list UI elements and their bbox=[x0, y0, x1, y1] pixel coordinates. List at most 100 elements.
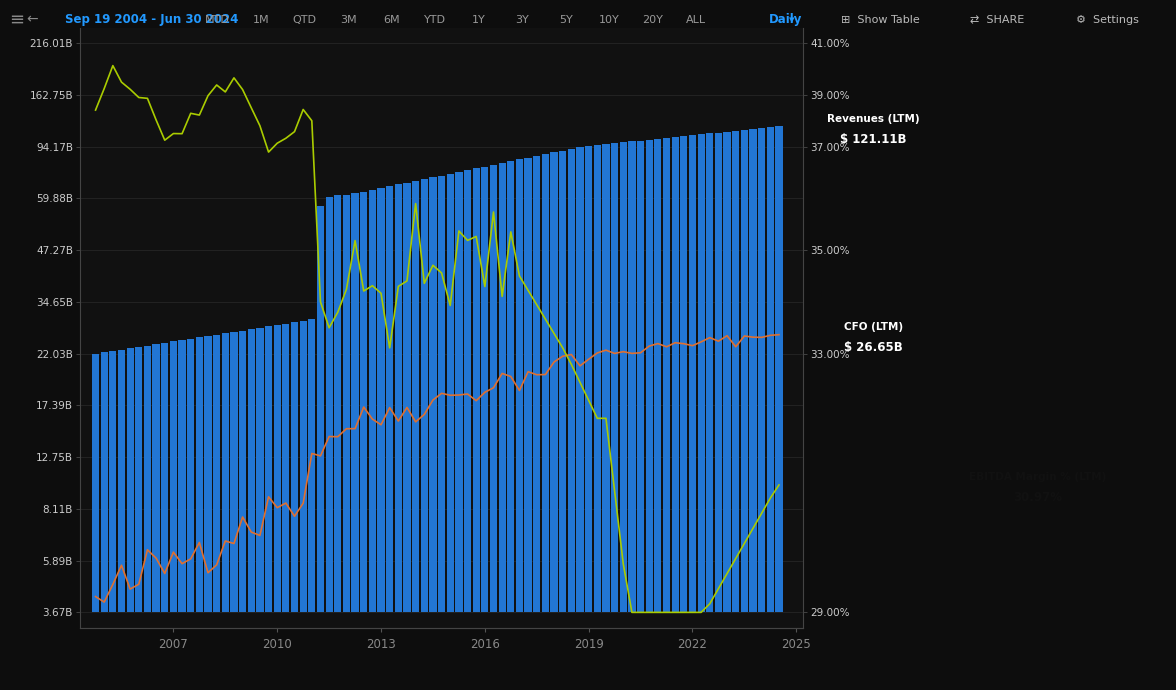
Bar bbox=[576, 147, 583, 613]
Bar bbox=[395, 184, 402, 613]
Bar bbox=[767, 127, 774, 613]
Text: $ 26.65B: $ 26.65B bbox=[844, 341, 902, 354]
Bar bbox=[187, 339, 194, 613]
Text: MTD: MTD bbox=[205, 14, 230, 25]
Bar bbox=[169, 342, 178, 613]
Bar bbox=[239, 331, 246, 613]
Bar bbox=[602, 144, 609, 613]
Text: ⇄  SHARE: ⇄ SHARE bbox=[970, 14, 1024, 25]
Bar bbox=[490, 165, 497, 613]
Bar bbox=[386, 186, 393, 613]
Text: 30.97%: 30.97% bbox=[1014, 491, 1062, 504]
Bar bbox=[256, 328, 263, 613]
Text: 20Y: 20Y bbox=[642, 14, 663, 25]
Bar bbox=[516, 159, 523, 613]
Bar bbox=[334, 195, 341, 613]
Text: Sep 19 2004 - Jun 30 2024: Sep 19 2004 - Jun 30 2024 bbox=[65, 13, 238, 26]
Text: 1M: 1M bbox=[253, 14, 269, 25]
Bar bbox=[308, 319, 315, 613]
Bar bbox=[118, 350, 125, 613]
Bar bbox=[612, 144, 619, 613]
Bar bbox=[429, 177, 436, 613]
Bar bbox=[733, 131, 740, 613]
Bar bbox=[135, 347, 142, 613]
Bar bbox=[473, 168, 480, 613]
Bar bbox=[412, 181, 420, 613]
Bar bbox=[723, 132, 730, 613]
Bar bbox=[230, 332, 238, 613]
Bar bbox=[179, 340, 186, 613]
Bar bbox=[290, 322, 299, 613]
Bar bbox=[326, 197, 333, 613]
Text: ALL: ALL bbox=[686, 14, 707, 25]
Text: 3M: 3M bbox=[340, 14, 356, 25]
Text: ▾: ▾ bbox=[789, 14, 795, 25]
Bar bbox=[352, 193, 359, 613]
Bar bbox=[377, 188, 385, 613]
Bar bbox=[507, 161, 514, 613]
Bar bbox=[637, 141, 644, 613]
Bar bbox=[550, 152, 557, 613]
Bar bbox=[584, 146, 593, 613]
Bar bbox=[646, 139, 653, 613]
Bar bbox=[161, 343, 168, 613]
Text: 1Y: 1Y bbox=[472, 14, 486, 25]
Text: ≡: ≡ bbox=[9, 10, 25, 29]
Bar bbox=[620, 142, 627, 613]
Bar bbox=[689, 135, 696, 613]
Text: YTD: YTD bbox=[425, 14, 446, 25]
Bar bbox=[343, 195, 350, 613]
Text: Revenues (LTM): Revenues (LTM) bbox=[827, 114, 920, 124]
Bar bbox=[628, 141, 635, 613]
Bar bbox=[775, 126, 782, 613]
Bar bbox=[101, 353, 108, 613]
Bar bbox=[741, 130, 748, 613]
Bar bbox=[437, 175, 446, 613]
Bar bbox=[447, 174, 454, 613]
Bar bbox=[463, 170, 472, 613]
Bar bbox=[205, 336, 212, 613]
Bar bbox=[715, 132, 722, 613]
Text: QTD: QTD bbox=[293, 14, 316, 25]
Bar bbox=[654, 139, 661, 613]
Text: $ 121.11B: $ 121.11B bbox=[840, 132, 907, 146]
Bar bbox=[369, 190, 376, 613]
Text: ←: ← bbox=[26, 12, 38, 27]
Bar bbox=[360, 192, 367, 613]
Bar bbox=[195, 337, 203, 613]
Bar bbox=[706, 133, 714, 613]
Bar bbox=[421, 179, 428, 613]
Text: 5Y: 5Y bbox=[559, 14, 573, 25]
Bar bbox=[282, 324, 289, 613]
Bar bbox=[697, 135, 704, 613]
Bar bbox=[316, 206, 325, 613]
Bar bbox=[524, 158, 532, 613]
Bar bbox=[559, 150, 567, 613]
Bar bbox=[127, 348, 134, 613]
Bar bbox=[274, 325, 281, 613]
Bar bbox=[671, 137, 679, 613]
Bar bbox=[568, 149, 575, 613]
Bar bbox=[749, 129, 756, 613]
Bar bbox=[542, 154, 549, 613]
Text: ⚙  Settings: ⚙ Settings bbox=[1076, 14, 1138, 25]
Text: Daily: Daily bbox=[769, 13, 802, 26]
Bar bbox=[455, 172, 462, 613]
Text: CFO (LTM): CFO (LTM) bbox=[843, 322, 903, 332]
Bar bbox=[92, 354, 99, 613]
Bar bbox=[222, 333, 229, 613]
Bar bbox=[300, 321, 307, 613]
Bar bbox=[213, 335, 220, 613]
Bar bbox=[499, 163, 506, 613]
Bar bbox=[759, 128, 766, 613]
Text: 3Y: 3Y bbox=[515, 14, 529, 25]
Text: 6M: 6M bbox=[383, 14, 400, 25]
Bar bbox=[403, 183, 410, 613]
Bar bbox=[109, 351, 116, 613]
Text: ⊞  Show Table: ⊞ Show Table bbox=[841, 14, 920, 25]
Bar bbox=[594, 145, 601, 613]
Text: 10Y: 10Y bbox=[599, 14, 620, 25]
Bar bbox=[248, 329, 255, 613]
Bar bbox=[533, 156, 540, 613]
Bar bbox=[680, 136, 688, 613]
